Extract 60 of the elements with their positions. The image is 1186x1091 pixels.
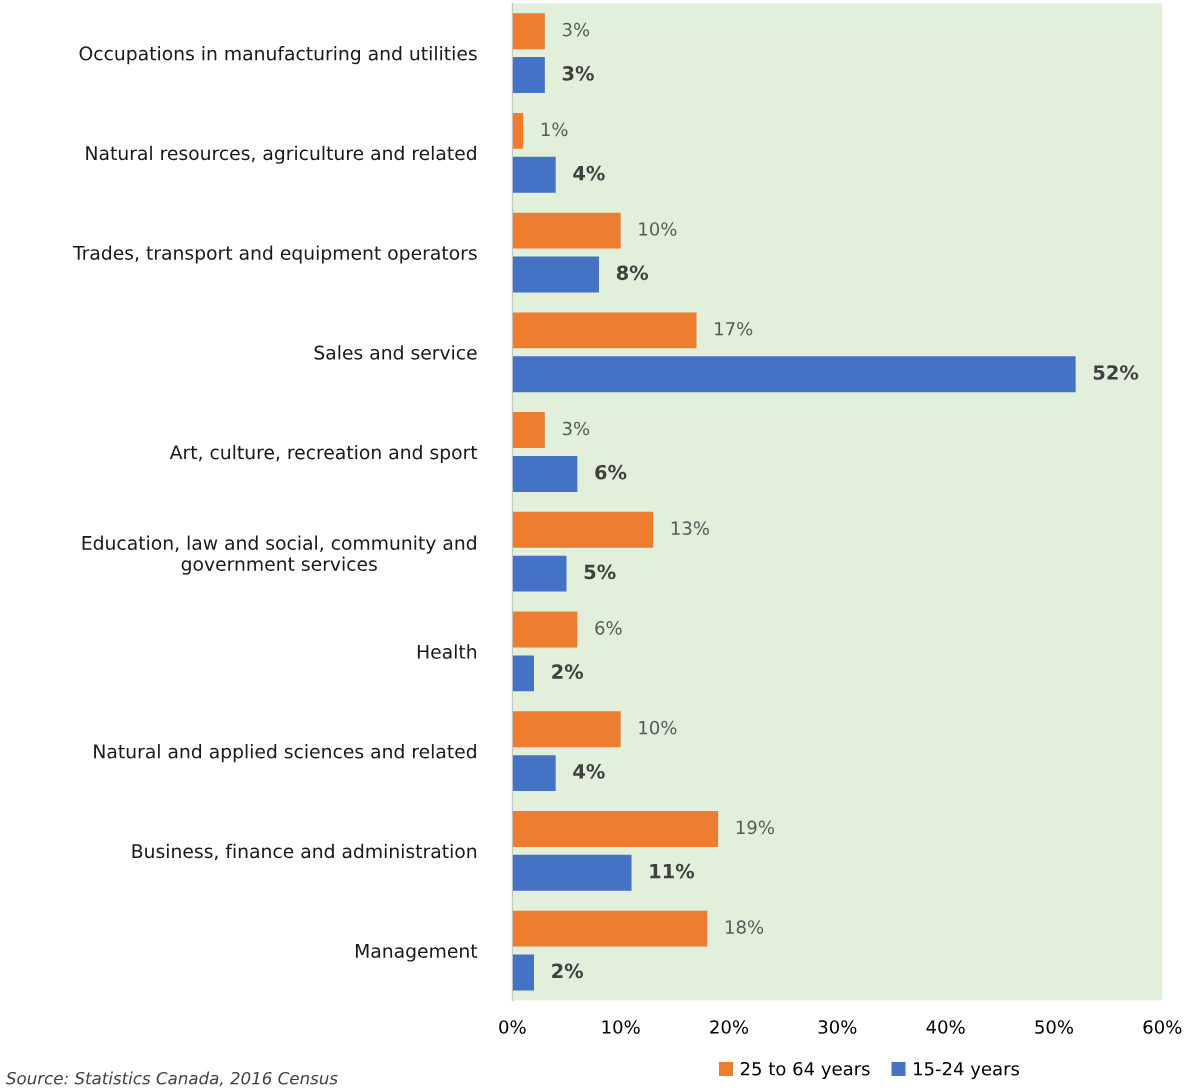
- legend-label: 15-24 years: [914, 1061, 1020, 1080]
- data-label: 4%: [573, 764, 605, 779]
- bar: [512, 57, 545, 94]
- data-label: 1%: [541, 122, 568, 137]
- data-label: 4%: [573, 165, 605, 181]
- bar: [512, 212, 621, 249]
- bar: [512, 112, 524, 149]
- bar: [512, 13, 545, 50]
- y-tick-label: Natural resources, agriculture and related: [86, 145, 476, 164]
- bar: [512, 711, 621, 748]
- bar: [512, 611, 578, 648]
- bar: [512, 910, 708, 947]
- bar: [512, 312, 697, 349]
- x-tick-label: 40%: [926, 1020, 965, 1034]
- data-label: 6%: [595, 621, 622, 635]
- y-tick-label: Art, culture, recreation and sport: [169, 444, 478, 464]
- y-tick-label: Business, finance and administration: [132, 843, 477, 861]
- bar: [512, 954, 535, 991]
- data-label: 6%: [595, 464, 627, 480]
- x-tick-label: 50%: [1035, 1020, 1074, 1034]
- y-tick-label: Occupations in manufacturing and utilities: [79, 46, 477, 65]
- bar: [512, 810, 719, 847]
- data-label: 17%: [715, 321, 753, 336]
- x-tick-label: 60%: [1143, 1020, 1182, 1034]
- bar: [512, 655, 535, 692]
- bar: [512, 854, 632, 891]
- data-label: 3%: [562, 66, 594, 81]
- y-tick-label: Trades, transport and equipment operators: [72, 245, 477, 264]
- bar: [512, 755, 556, 792]
- data-label: 19%: [736, 820, 774, 835]
- x-tick-label: 30%: [818, 1020, 857, 1034]
- y-tick-label: Management: [355, 944, 478, 962]
- data-label: 2%: [552, 963, 584, 979]
- x-tick-label: 20%: [710, 1020, 749, 1034]
- bar: [512, 412, 545, 449]
- bar: [512, 356, 1076, 393]
- data-label: 13%: [671, 521, 709, 536]
- bar: [512, 511, 654, 548]
- data-label: 3%: [562, 22, 590, 37]
- y-tick-label: Natural and applied sciences and related: [94, 744, 476, 763]
- bar: [512, 156, 556, 193]
- data-label: 3%: [562, 421, 590, 436]
- data-label: 10%: [639, 720, 677, 735]
- legend-label: 25 to 64 years: [740, 1061, 870, 1080]
- y-tick-label: Sales and service: [314, 345, 477, 360]
- source-note: Source: Statistics Canada, 2016 Census: [6, 1071, 338, 1087]
- data-label: 11%: [650, 863, 695, 879]
- data-label: 18%: [725, 920, 764, 934]
- data-label: 8%: [616, 265, 649, 281]
- data-label: 2%: [552, 664, 584, 680]
- y-tick-label: Health: [417, 644, 477, 659]
- bar: [512, 555, 567, 592]
- x-tick-label: 0%: [499, 1020, 526, 1034]
- data-label: 10%: [639, 222, 677, 236]
- data-label: 5%: [584, 564, 616, 580]
- bar: [512, 455, 578, 492]
- data-label: 52%: [1093, 365, 1139, 380]
- x-tick-label: 10%: [602, 1020, 640, 1034]
- bar: [512, 256, 600, 293]
- y-tick-label: Education, law and social, community and government services: [82, 535, 476, 575]
